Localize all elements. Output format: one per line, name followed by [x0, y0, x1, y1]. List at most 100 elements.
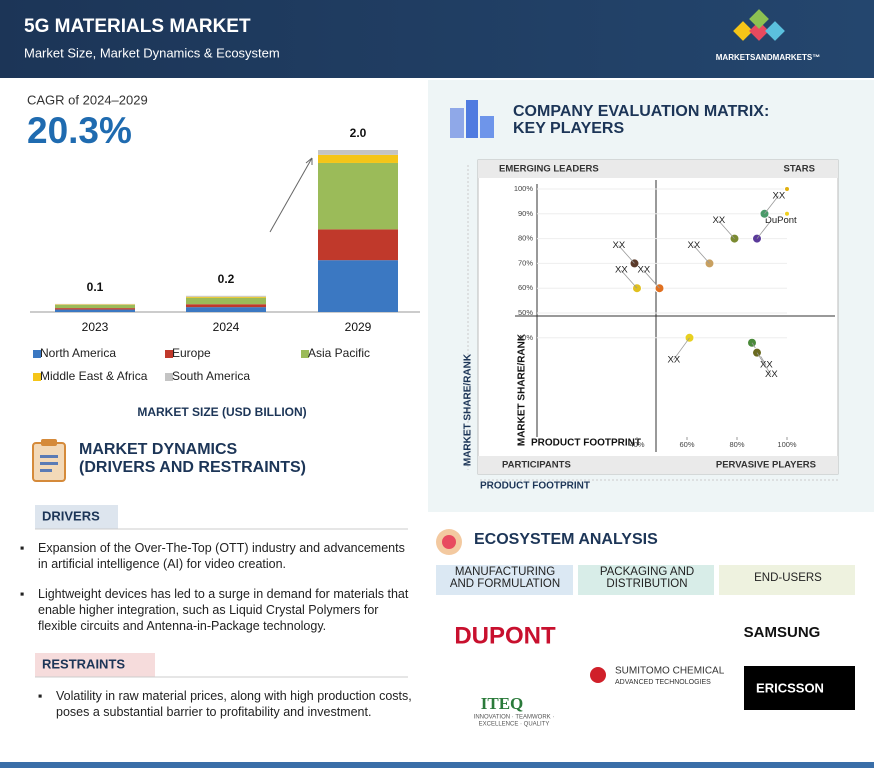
leader-line [620, 269, 638, 289]
total-label: 2.0 [350, 126, 367, 140]
leader-line [693, 245, 710, 264]
ecosystem-title: ECOSYSTEM ANALYSIS [474, 531, 658, 548]
point-label: XX [765, 369, 778, 380]
restraints-heading: RESTRAINTS [42, 656, 125, 671]
title: 5G MATERIALS MARKET [24, 16, 251, 37]
legend-swatch [33, 373, 41, 381]
ecosystem-icon [442, 535, 456, 549]
company-point [784, 210, 790, 217]
leader-line [643, 269, 660, 289]
logo-mark [590, 667, 606, 683]
ecosystem-column [436, 565, 573, 595]
bar-segment [55, 308, 135, 310]
bullet: ▪ [38, 689, 43, 703]
bar-segment [318, 260, 398, 312]
matrix-title: COMPANY EVALUATION MATRIX: KEY PLAYERS [513, 103, 769, 137]
logo: SUMITOMO CHEMICAL [615, 666, 725, 677]
y-tick-label: 40% [518, 333, 533, 342]
legend-swatch [165, 373, 173, 381]
legend-label: North America [40, 346, 116, 360]
bar-segment [318, 162, 398, 230]
leader-line [673, 337, 690, 361]
legend-label: Asia Pacific [308, 346, 370, 360]
total-label: 0.2 [218, 272, 235, 286]
bar-segment [186, 297, 266, 305]
x-tick-label: 2024 [213, 320, 240, 334]
quadrant-label: STARS [784, 164, 816, 175]
bar-segment [318, 229, 398, 261]
point-label: XX [668, 354, 681, 365]
column-label: PACKAGING AND DISTRIBUTION [599, 566, 695, 590]
header-bg [0, 0, 874, 78]
ecosystem-column [719, 565, 855, 595]
point-label: XX [713, 215, 726, 226]
total-label: 0.1 [87, 280, 104, 294]
logo: INNOVATION · TEAMWORK · [474, 715, 555, 721]
bullet: ▪ [20, 587, 25, 601]
legend-swatch [301, 350, 309, 358]
leader-line [764, 195, 779, 215]
logo: DUPONT [454, 622, 556, 649]
quadrant-label: PARTICIPANTS [502, 460, 571, 471]
dynamics-subtitle: (DRIVERS AND RESTRAINTS) [79, 459, 306, 476]
legend-label: South America [172, 369, 250, 383]
bar-segment [318, 154, 398, 163]
x-axis-title: PRODUCT FOOTPRINT [480, 481, 590, 492]
column-label: MANUFACTURING AND FORMULATION [449, 566, 561, 590]
footer-bar [0, 762, 874, 768]
dynamics-icon [32, 439, 66, 482]
arrow-head [305, 157, 313, 165]
leader-line [756, 220, 772, 239]
point-label: XX [638, 265, 651, 276]
ericsson-bg [744, 666, 855, 710]
x-tick-label: 2023 [82, 320, 109, 334]
point-label: DuPont [765, 215, 797, 226]
growth-arrow [269, 157, 313, 233]
x-tick-label: 60% [679, 440, 694, 449]
quadrant-label: PERVASIVE PLAYERS [716, 460, 816, 471]
leader-line [618, 245, 635, 264]
y-axis-title: MARKET SHARE/RANK [463, 353, 474, 466]
point-label: XX [773, 190, 786, 201]
cagr-value: 20.3% [27, 110, 132, 151]
drivers-heading: DRIVERS [42, 508, 100, 523]
logo: ITEQ [481, 694, 524, 713]
x-axis-title: PRODUCT FOOTPRINT [531, 438, 641, 449]
driver-text: Expansion of the Over-The-Top (OTT) indu… [38, 541, 405, 571]
point-label: XX [688, 240, 701, 251]
point-label: XX [615, 265, 628, 276]
bar-segment [55, 309, 135, 312]
subtitle: Market Size, Market Dynamics & Ecosystem [24, 45, 280, 60]
legend-label: Middle East & Africa [40, 369, 148, 383]
point-label: XX [760, 359, 773, 370]
logo: SAMSUNG [744, 624, 821, 641]
bar-segment [186, 295, 266, 297]
x-axis-title: MARKET SIZE (USD BILLION) [137, 405, 306, 419]
matrix-icon [450, 100, 494, 138]
y-tick-label: 70% [518, 258, 533, 267]
bar-segment [186, 307, 266, 312]
bullet: ▪ [20, 541, 25, 555]
leader-line [718, 220, 735, 239]
restraints-tab [35, 653, 155, 677]
leader-line [756, 352, 772, 375]
driver-text: Lightweight devices has led to a surge i… [38, 587, 409, 633]
quadrant-label: EMERGING LEADERS [499, 164, 599, 175]
y-tick-label: 90% [518, 209, 533, 218]
bar-segment [55, 304, 135, 309]
logo: ERICSSON [756, 680, 824, 695]
point-label: XX [613, 240, 626, 251]
y-axis-title: MARKET SHARE/RANK [517, 333, 528, 446]
bar-segment [186, 296, 266, 298]
y-tick-label: 80% [518, 234, 533, 243]
x-tick-label: 80% [729, 440, 744, 449]
legend-swatch [165, 350, 173, 358]
dynamics-title: MARKET DYNAMICS [79, 441, 238, 458]
y-tick-label: 100% [514, 184, 534, 193]
restraint-text: Volatility in raw material prices, along… [56, 689, 412, 719]
matrix-top-bar [478, 160, 838, 178]
y-tick-label: 60% [518, 283, 533, 292]
legend-label: Europe [172, 346, 211, 360]
